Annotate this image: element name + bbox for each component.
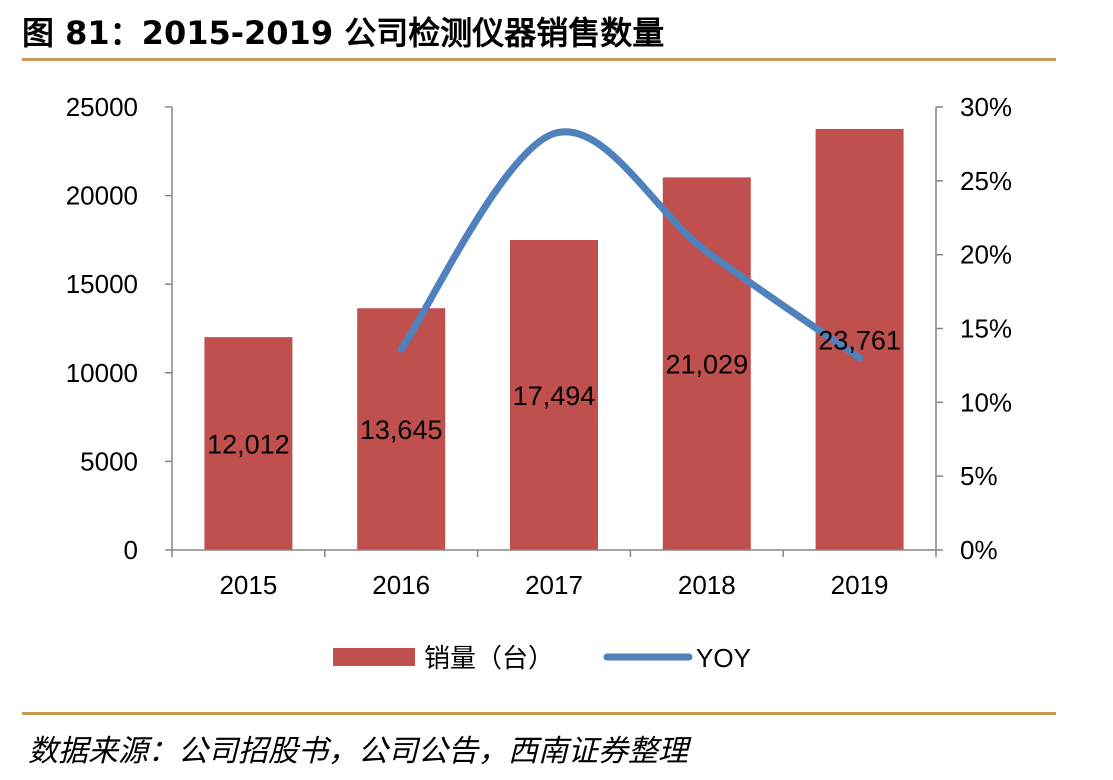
left-tick-label: 20000 xyxy=(66,181,138,211)
right-tick-label: 0% xyxy=(960,535,998,565)
left-tick-label: 5000 xyxy=(80,446,138,476)
data-label-2018: 21,029 xyxy=(666,350,749,380)
source-divider xyxy=(22,712,1056,715)
title-divider xyxy=(22,58,1056,61)
x-tick-label: 2016 xyxy=(372,570,430,600)
x-tick-label: 2019 xyxy=(831,570,889,600)
x-tick-label: 2018 xyxy=(678,570,736,600)
right-tick-label: 30% xyxy=(960,92,1012,122)
legend-label-sales: 销量（台） xyxy=(424,643,554,673)
right-tick-label: 20% xyxy=(960,240,1012,270)
bar-2018 xyxy=(662,177,751,550)
data-label-2015: 12,012 xyxy=(207,430,290,460)
legend-swatch-sales xyxy=(333,648,415,666)
legend-label-yoy: YOY xyxy=(696,643,751,673)
bar-2015 xyxy=(204,337,293,550)
yoy-line xyxy=(397,128,864,362)
bar-2017 xyxy=(510,240,598,550)
right-tick-label: 5% xyxy=(960,461,998,491)
x-tick-label: 2015 xyxy=(219,570,277,600)
left-tick-label: 25000 xyxy=(66,92,138,122)
left-tick-label: 15000 xyxy=(66,269,138,299)
data-label-2016: 13,645 xyxy=(360,415,443,445)
left-tick-label: 10000 xyxy=(66,358,138,388)
right-tick-label: 10% xyxy=(960,387,1012,417)
x-tick-label: 2017 xyxy=(525,570,583,600)
left-tick-label: 0 xyxy=(124,535,138,565)
combo-chart: 0 5000 10000 15000 20000 25000 0% 5% 10% 15% 20% 25… xyxy=(66,92,1012,673)
right-tick-label: 15% xyxy=(960,314,1012,344)
right-tick-label: 25% xyxy=(960,166,1012,196)
data-label-2017: 17,494 xyxy=(513,381,596,411)
chart-title: 图 81：2015-2019 公司检测仪器销售数量 xyxy=(22,14,665,52)
data-label-2019: 23,761 xyxy=(818,325,901,355)
source-note: 数据来源：公司招股书，公司公告，西南证券整理 xyxy=(28,734,688,769)
